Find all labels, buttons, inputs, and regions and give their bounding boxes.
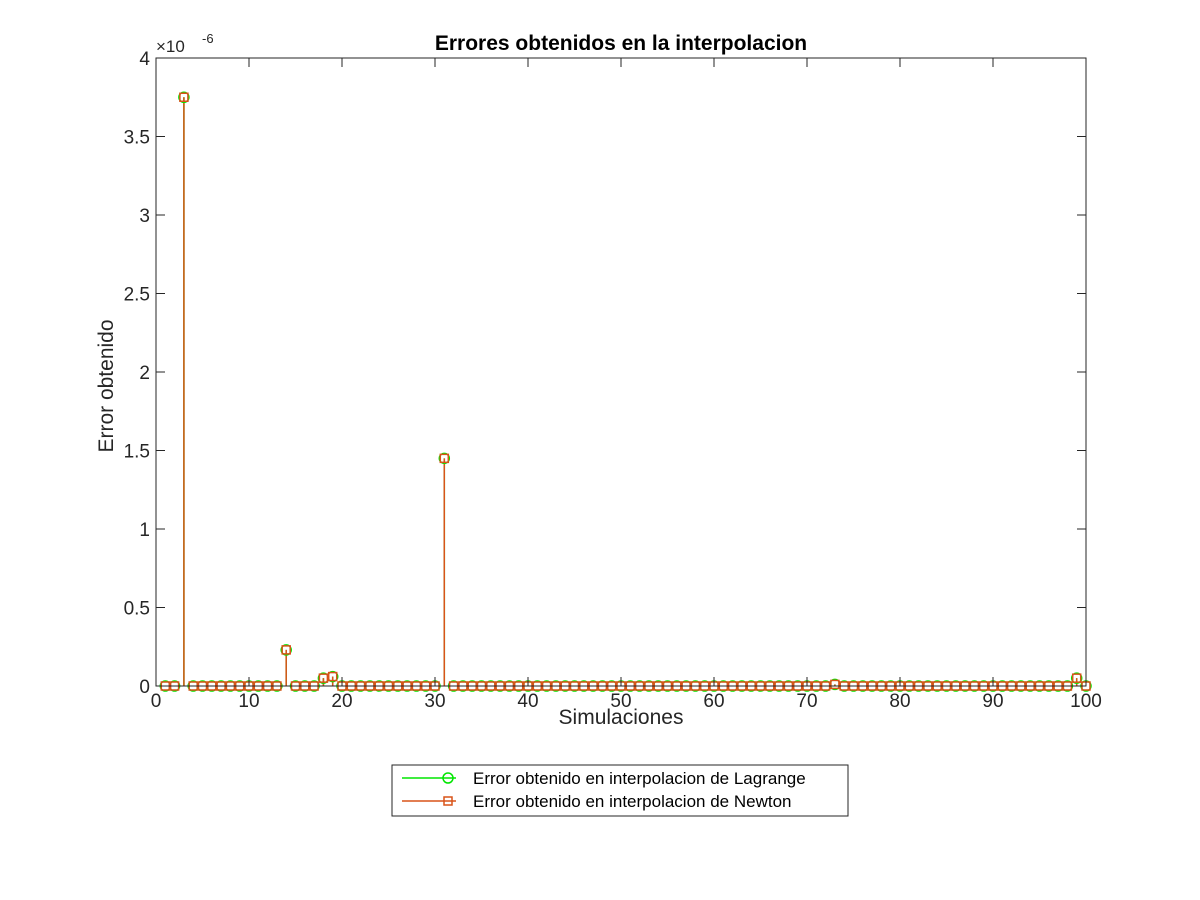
data-point-square [179,92,189,102]
y-tick-label: 2 [139,363,150,384]
data-point-circle [438,452,451,465]
y-tick-label: 3 [139,206,150,227]
x-tick-label: 70 [796,691,817,712]
x-tick-label: 80 [889,691,910,712]
tick-labels-layer: 0 10 20 30 40 50 60 70 80 90 100 0 0.5 1 1.5 2 2.5 3 3.5 4 [124,49,1102,712]
x-axis-label: Simulaciones [559,706,684,729]
x-tick-label: 40 [517,691,538,712]
y-tick-label: 4 [139,49,150,70]
plot-area [156,58,1086,686]
x-tick-label: 60 [703,691,724,712]
data-point-square [830,679,840,690]
y-exponent-power: -6 [202,31,214,46]
y-tick-label: 2.5 [124,285,150,306]
legend-marker-lagrange [442,772,454,784]
x-tick-label: 20 [331,691,352,712]
y-axis-label: Error obtenido [95,319,118,452]
data-point-circle [280,644,292,656]
x-tick-label: 0 [151,691,162,712]
legend-entry-lagrange: Error obtenido en interpolacion de Lagra… [402,769,806,788]
data-point-square [1071,673,1082,683]
legend: Error obtenido en interpolacion de Lagra… [391,764,849,817]
y-tick-label: 0 [139,677,150,698]
data-point-circle [178,91,190,103]
y-exponent-base: ×10 [156,37,185,56]
legend-marker-newton [443,796,453,806]
legend-entry-newton: Error obtenido en interpolacion de Newto… [402,792,791,811]
y-tick-label: 3.5 [124,128,150,149]
data-point-square [281,645,291,655]
y-tick-label: 1 [139,520,150,541]
x-tick-label: 50 [610,691,631,712]
x-tick-label: 10 [238,691,259,712]
y-exponent-label: ×10 -6 [156,31,214,56]
x-tick-label: 90 [982,691,1003,712]
data-point-square [318,673,329,683]
data-point-square [327,671,338,682]
x-tick-label: 30 [424,691,445,712]
legend-label-newton: Error obtenido en interpolacion de Newto… [473,792,791,811]
y-tick-label: 1.5 [124,442,150,463]
data-point-square [439,453,450,464]
legend-label-lagrange: Error obtenido en interpolacion de Lagra… [473,769,806,788]
chart-title: Errores obtenidos en la interpolacion [435,32,807,55]
ticks-layer [155,57,1087,687]
data-point-circle [1070,672,1083,684]
y-tick-label: 0.5 [124,599,150,620]
x-tick-label: 100 [1070,691,1102,712]
legend-box [391,764,849,817]
